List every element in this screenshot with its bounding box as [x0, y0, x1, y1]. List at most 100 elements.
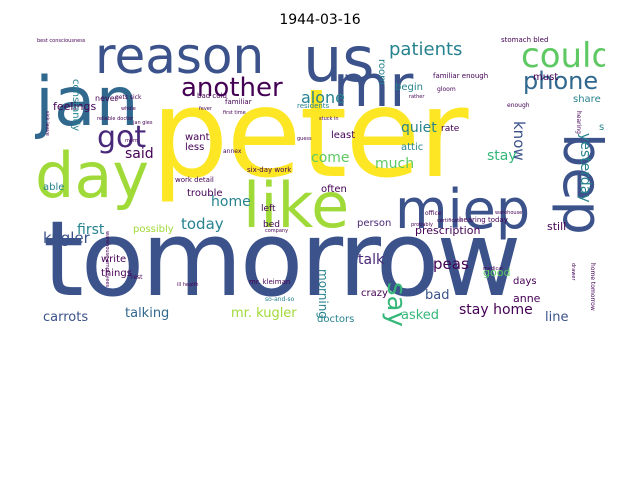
word: stay [487, 148, 517, 164]
word: stomach bled [501, 36, 549, 44]
word: stuck in [319, 116, 339, 122]
word: days [513, 276, 537, 287]
word: home [211, 194, 251, 210]
word: gets sick [115, 94, 142, 101]
word: come [311, 150, 350, 166]
word: quiet [401, 120, 437, 136]
word: write [101, 254, 127, 265]
word: familiar [225, 98, 252, 106]
word: yesterday [577, 133, 593, 203]
word: jan gies [133, 120, 153, 126]
word: patients [389, 39, 463, 60]
chart-title: 1944-03-16 [279, 12, 361, 28]
word: morning [316, 269, 330, 319]
word: first time [223, 110, 246, 116]
word: mr. kugler [231, 306, 297, 321]
word: first [77, 222, 105, 238]
word: company [265, 228, 289, 234]
word: bed [263, 220, 280, 230]
word: line [545, 310, 569, 325]
word: peas [433, 255, 469, 273]
word: certificate [437, 218, 463, 224]
word: constantly [70, 79, 81, 132]
word: warehouse [495, 210, 523, 216]
word: got [97, 120, 147, 155]
word: reliable doctor [97, 116, 134, 122]
word: best consciousness [37, 38, 86, 44]
word: since [599, 122, 605, 133]
word: rather [409, 94, 425, 100]
word: crazy [361, 288, 388, 299]
word: must [533, 72, 559, 83]
word: medical [483, 266, 503, 272]
word: stay home [459, 302, 533, 318]
word: like [243, 169, 350, 242]
word: trouble [187, 188, 223, 199]
word: left [261, 204, 276, 214]
word: doctors [317, 314, 355, 325]
word: less [185, 142, 205, 153]
word: warehouse employees [104, 231, 110, 288]
word: probably [411, 222, 433, 228]
word: familiar enough [433, 72, 489, 80]
word: alone [301, 88, 346, 107]
word: bad [425, 288, 450, 303]
word: ill health [177, 282, 199, 288]
word: able [43, 182, 65, 193]
word: good [483, 266, 511, 279]
word: phone [523, 67, 599, 95]
word: room [376, 59, 387, 85]
word: least [331, 130, 356, 141]
word: bad cold [197, 92, 227, 100]
word: much [375, 156, 415, 172]
word: gloom [437, 86, 456, 93]
word: home tomorrow [589, 263, 596, 311]
word: talk [358, 252, 385, 268]
word: feelings [53, 100, 97, 113]
word: mr. kleiman [249, 278, 291, 286]
word: things [101, 268, 132, 279]
word: sick leave [44, 111, 50, 136]
word: enough [507, 102, 530, 109]
word: said [125, 146, 154, 162]
word: today [181, 215, 224, 233]
word: hearing today [459, 216, 508, 224]
word: begin [395, 82, 423, 93]
word: jan [35, 63, 139, 142]
word: annex [223, 148, 242, 155]
word: carrots [43, 310, 89, 325]
word: talking [125, 306, 170, 321]
word: attic [401, 142, 424, 153]
word: peter [151, 63, 469, 205]
word: residents [297, 102, 330, 110]
word: tomorrow [43, 198, 521, 320]
word: mr [333, 52, 414, 120]
word: day [35, 139, 150, 212]
word: office [425, 210, 442, 217]
word: so-and-so [265, 296, 295, 303]
word: want [185, 132, 210, 143]
word: whole [121, 106, 136, 112]
word: drawer [570, 263, 576, 281]
word: person [357, 218, 392, 229]
word: kugler [43, 229, 90, 247]
word: could [521, 36, 605, 76]
word: still [547, 220, 567, 233]
word-cloud: peter tomorrow us jan reason mr day like… [35, 35, 605, 329]
word: asked [401, 308, 440, 323]
word: prescription [415, 224, 481, 237]
word: us [303, 35, 375, 96]
word: rate [441, 124, 460, 134]
word: anne [513, 292, 541, 305]
word: hearing [575, 111, 582, 134]
word: possibly [133, 224, 174, 235]
word: fever [199, 106, 212, 112]
word: another [181, 73, 283, 103]
word: share [573, 94, 601, 105]
word: guess [297, 136, 312, 142]
word: rest [131, 274, 143, 281]
word: mom [125, 138, 138, 144]
word: six-day work [247, 166, 292, 174]
word: reason [95, 35, 265, 85]
word: never [95, 94, 118, 103]
